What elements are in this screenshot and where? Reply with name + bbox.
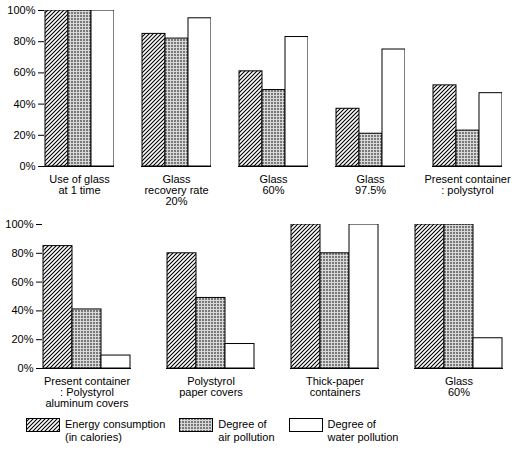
svg-text:100%: 100%	[7, 4, 35, 16]
svg-text:Glass60%: Glass60%	[445, 375, 474, 398]
svg-text:40%: 40%	[11, 304, 33, 316]
svg-text:Use of glassat 1 time: Use of glassat 1 time	[49, 173, 110, 196]
svg-text:20%: 20%	[13, 129, 35, 141]
html-text:Degree of air pollution: Degree of air pollution	[218, 418, 275, 443]
svg-text:100%: 100%	[5, 218, 33, 230]
svg-text:Present container: Polystyrola: Present container: Polystyrolaluminum co…	[44, 375, 131, 409]
svg-text:0%: 0%	[20, 160, 36, 172]
svg-text:Polystyrolpaper covers: Polystyrolpaper covers	[179, 375, 243, 398]
html-text:Degree of water pollution: Degree of water pollution	[327, 418, 399, 443]
svg-text:20%: 20%	[11, 333, 33, 345]
svg-text:40%: 40%	[13, 98, 35, 110]
svg-text:60%: 60%	[11, 276, 33, 288]
svg-text:0%: 0%	[18, 362, 34, 374]
svg-text:80%: 80%	[13, 35, 35, 47]
svg-text:80%: 80%	[11, 247, 33, 259]
svg-text:Thick-papercontainers: Thick-papercontainers	[306, 375, 364, 398]
svg-text:Glassrecovery rate20%: Glassrecovery rate20%	[144, 173, 208, 207]
svg-text:Present container: polystyrol: Present container: polystyrol	[424, 173, 511, 196]
html-text:Energy consumption (in calorie: Energy consumption (in calories)	[65, 418, 166, 443]
svg-text:Glass60%: Glass60%	[259, 173, 288, 196]
svg-text:60%: 60%	[13, 66, 35, 78]
svg-text:Glass97.5%: Glass97.5%	[355, 173, 386, 196]
